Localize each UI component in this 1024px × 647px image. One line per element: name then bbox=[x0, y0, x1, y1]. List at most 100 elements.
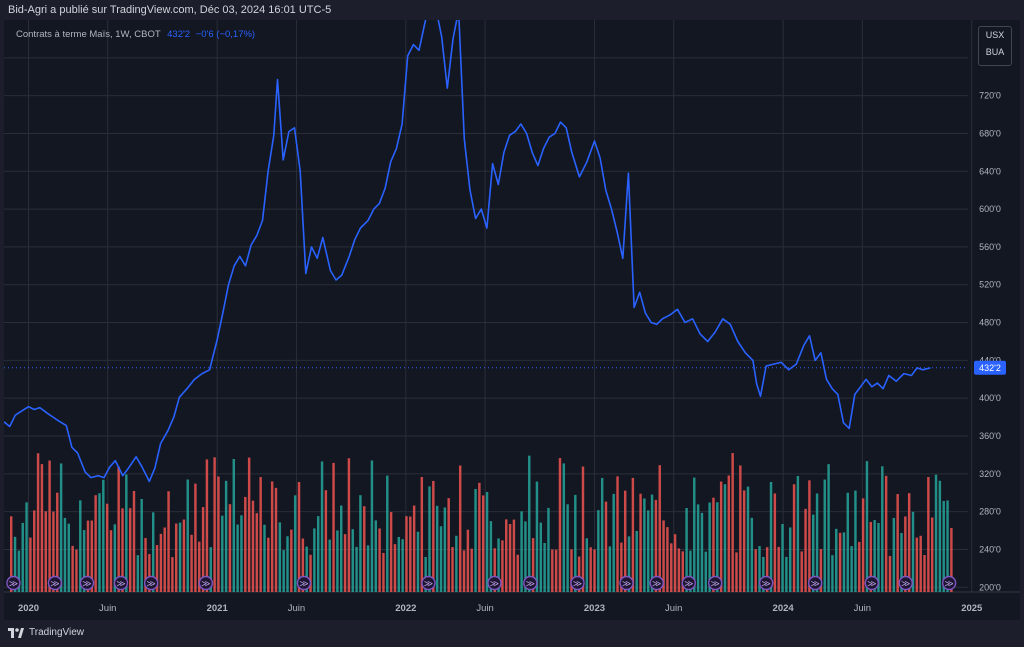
volume-bar bbox=[838, 532, 842, 592]
volume-bar bbox=[82, 530, 86, 592]
volume-bar bbox=[854, 490, 857, 592]
volume-bar bbox=[244, 496, 247, 592]
unit-selector[interactable]: USX BUA bbox=[978, 26, 1012, 66]
event-marker-glyph: ≫ bbox=[944, 580, 953, 590]
symbol-name: Contrats à terme Maïs, 1W, CBOT bbox=[16, 29, 161, 40]
volume-bar bbox=[347, 458, 351, 592]
last-price-badge bbox=[974, 360, 1006, 375]
volume-bar bbox=[907, 493, 911, 592]
volume-bar bbox=[577, 556, 581, 592]
volume-bar bbox=[585, 538, 589, 592]
volume-bar bbox=[547, 507, 550, 592]
event-marker-icon bbox=[6, 575, 21, 591]
volume-bar bbox=[877, 522, 880, 592]
volume-bar bbox=[113, 524, 117, 592]
volume-bar bbox=[938, 480, 942, 592]
volume-bar bbox=[336, 530, 339, 592]
volume-bar bbox=[221, 515, 224, 592]
event-marker-glyph: ≫ bbox=[424, 580, 433, 590]
x-tick-label: 2022 bbox=[395, 603, 416, 614]
x-tick-label: Juin bbox=[665, 603, 682, 614]
footer-branding[interactable]: TradingView bbox=[8, 627, 84, 638]
volume-bar bbox=[313, 528, 316, 592]
y-tick-label: 480'0 bbox=[979, 318, 1001, 328]
volume-bar bbox=[562, 463, 566, 592]
volume-bar bbox=[804, 508, 807, 592]
volume-bar bbox=[581, 466, 585, 592]
volume-bar bbox=[420, 476, 424, 592]
volume-bar bbox=[140, 498, 143, 592]
event-marker-icon bbox=[523, 575, 538, 591]
volume-bar bbox=[44, 511, 47, 592]
volume-bar bbox=[305, 546, 308, 592]
volume-bar bbox=[17, 550, 21, 592]
volume-bar bbox=[478, 482, 481, 592]
event-marker-glyph: ≫ bbox=[9, 580, 18, 590]
volume-bar bbox=[727, 475, 731, 592]
volume-bar bbox=[316, 516, 320, 592]
volume-bar bbox=[677, 548, 681, 592]
volume-bar bbox=[198, 541, 201, 592]
volume-bar bbox=[773, 493, 777, 592]
x-tick-label: 2024 bbox=[773, 603, 795, 614]
volume-bar bbox=[650, 494, 654, 592]
volume-bar bbox=[927, 477, 930, 592]
volume-bar bbox=[497, 538, 500, 592]
event-marker-glyph: ≫ bbox=[710, 580, 719, 590]
event-marker-icon bbox=[47, 575, 63, 591]
volume-bar bbox=[424, 556, 427, 592]
volume-bar bbox=[359, 495, 362, 592]
volume-bar bbox=[351, 529, 354, 592]
volume-bar bbox=[800, 551, 803, 592]
volume-bar bbox=[251, 500, 255, 592]
volume-bar bbox=[708, 502, 711, 592]
volume-bar bbox=[98, 493, 101, 592]
volume-bar bbox=[79, 500, 82, 592]
volume-bar bbox=[896, 494, 899, 592]
volume-bar bbox=[662, 520, 665, 592]
volume-bar bbox=[159, 533, 163, 592]
volume-bar bbox=[389, 512, 393, 592]
volume-bar bbox=[873, 520, 876, 592]
volume-bar bbox=[236, 524, 239, 592]
event-marker-icon bbox=[487, 575, 502, 591]
volume-bar bbox=[623, 490, 627, 592]
volume-bar bbox=[370, 460, 374, 592]
tradingview-logo-icon bbox=[8, 627, 24, 638]
volume-bar bbox=[474, 488, 477, 592]
volume-bar bbox=[240, 515, 243, 592]
volume-bar bbox=[842, 532, 846, 592]
volume-bar bbox=[48, 460, 51, 592]
chart-panel[interactable]: 200'0 240'0 280'0 320'0 360'0 400'0 440'0 480'0… bbox=[4, 20, 1020, 620]
volume-bar bbox=[823, 479, 826, 592]
y-tick-label: 560'0 bbox=[979, 242, 1001, 252]
volume-bar bbox=[217, 476, 220, 592]
volume-bar bbox=[458, 465, 462, 592]
volume-bar bbox=[328, 539, 331, 592]
unit-currency: USX bbox=[985, 30, 1005, 40]
volume-bar bbox=[696, 504, 700, 592]
volume-bar bbox=[105, 503, 109, 592]
volume-bar bbox=[516, 554, 519, 592]
event-marker-icon bbox=[198, 575, 214, 591]
volume-bar bbox=[86, 520, 90, 592]
volume-bar bbox=[850, 546, 853, 592]
volume-bar bbox=[762, 556, 765, 592]
volume-bar bbox=[884, 475, 888, 592]
volume-bar bbox=[781, 523, 784, 592]
volume-bar bbox=[332, 462, 335, 592]
volume-bar bbox=[608, 546, 612, 592]
volume-bar bbox=[765, 547, 769, 592]
event-marker-icon bbox=[570, 575, 585, 591]
volume-bar bbox=[67, 523, 70, 592]
volume-bar bbox=[75, 549, 78, 592]
legend-change: −0'6 (−0,17%) bbox=[195, 29, 256, 40]
event-marker-glyph: ≫ bbox=[761, 580, 770, 590]
volume-bar bbox=[205, 459, 209, 592]
event-marker-glyph: ≫ bbox=[526, 580, 535, 590]
event-marker-glyph: ≫ bbox=[146, 580, 155, 590]
event-marker-icon bbox=[79, 575, 95, 591]
publisher-header: Bid-Agri a publié sur TradingView.com, D… bbox=[8, 4, 332, 16]
volume-bar bbox=[52, 511, 55, 592]
price-chart[interactable]: 200'0 240'0 280'0 320'0 360'0 400'0 440'0 480'0… bbox=[4, 20, 1020, 620]
